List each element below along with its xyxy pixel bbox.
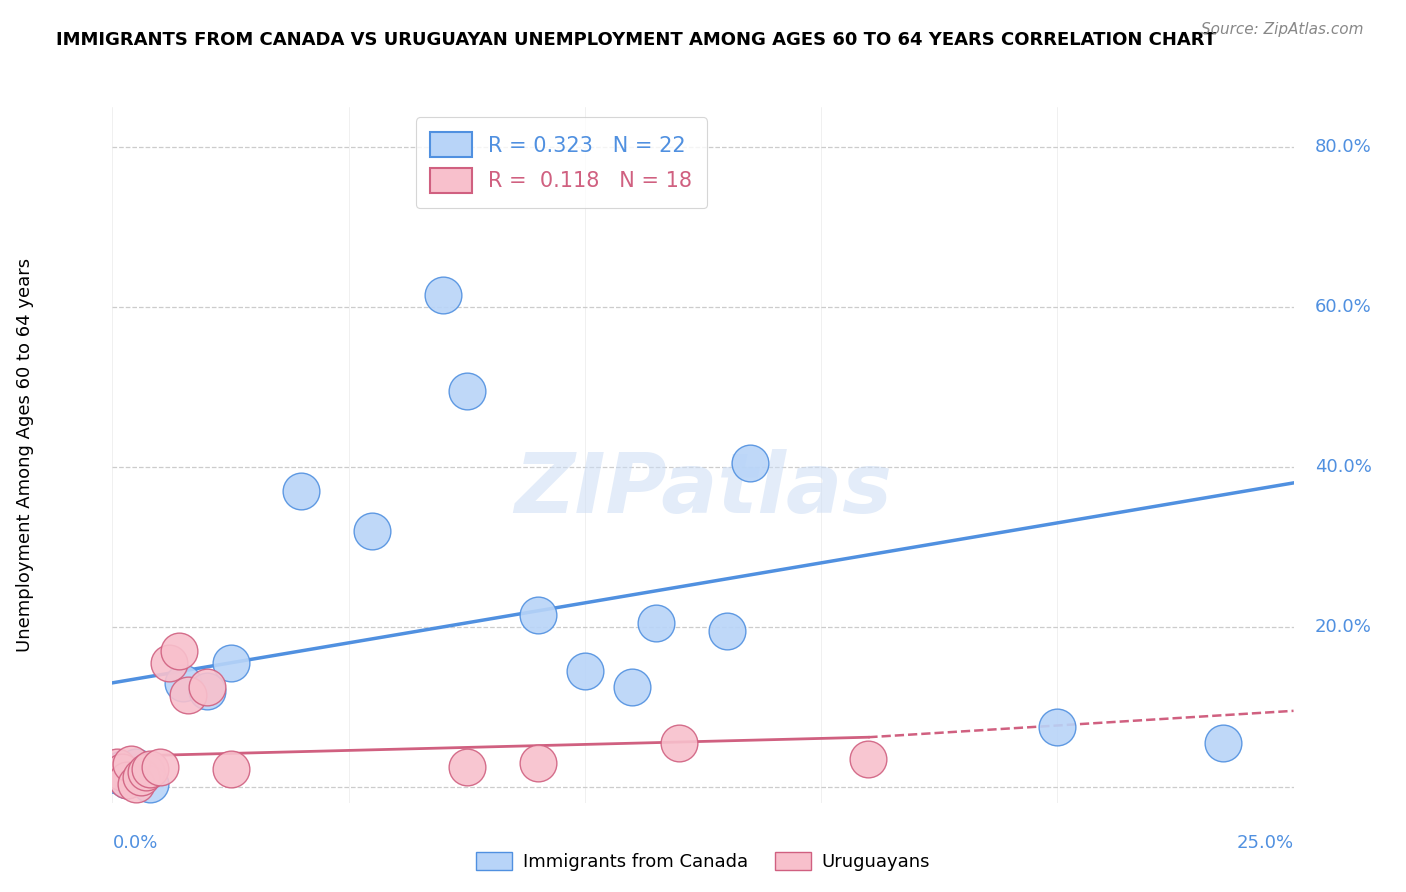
Point xyxy=(621,680,644,694)
Text: 80.0%: 80.0% xyxy=(1315,138,1371,156)
Point xyxy=(219,762,242,776)
Point xyxy=(135,765,157,780)
Point xyxy=(115,773,138,788)
Text: 25.0%: 25.0% xyxy=(1236,834,1294,852)
Point xyxy=(456,760,478,774)
Text: Unemployment Among Ages 60 to 64 years: Unemployment Among Ages 60 to 64 years xyxy=(17,258,34,652)
Point xyxy=(668,736,690,750)
Point xyxy=(740,456,762,470)
Point xyxy=(1212,736,1234,750)
Point xyxy=(195,683,218,698)
Point xyxy=(135,765,157,780)
Point xyxy=(219,656,242,670)
Point xyxy=(105,760,128,774)
Point xyxy=(105,768,128,782)
Point xyxy=(716,624,738,638)
Point xyxy=(644,615,666,630)
Point xyxy=(574,664,596,678)
Point xyxy=(120,757,142,772)
Point xyxy=(139,762,162,776)
Point xyxy=(167,644,190,658)
Point xyxy=(1046,720,1069,734)
Point xyxy=(157,656,180,670)
Point xyxy=(526,607,548,622)
Legend: R = 0.323   N = 22, R =  0.118   N = 18: R = 0.323 N = 22, R = 0.118 N = 18 xyxy=(416,118,707,208)
Point xyxy=(172,676,194,690)
Text: 0.0%: 0.0% xyxy=(112,834,157,852)
Text: 40.0%: 40.0% xyxy=(1315,458,1371,476)
Point xyxy=(361,524,384,538)
Text: IMMIGRANTS FROM CANADA VS URUGUAYAN UNEMPLOYMENT AMONG AGES 60 TO 64 YEARS CORRE: IMMIGRANTS FROM CANADA VS URUGUAYAN UNEM… xyxy=(56,31,1216,49)
Point xyxy=(120,770,142,784)
Point xyxy=(177,688,200,702)
Point xyxy=(456,384,478,398)
Point xyxy=(125,760,148,774)
Text: 20.0%: 20.0% xyxy=(1315,618,1371,636)
Point xyxy=(111,762,134,776)
Point xyxy=(125,776,148,790)
Text: ZIPatlas: ZIPatlas xyxy=(515,450,891,530)
Point xyxy=(432,288,454,302)
Point xyxy=(149,760,172,774)
Point xyxy=(111,765,134,780)
Point xyxy=(195,680,218,694)
Point xyxy=(526,756,548,770)
Point xyxy=(139,776,162,790)
Point xyxy=(129,770,152,784)
Point xyxy=(290,483,312,498)
Point xyxy=(858,752,880,766)
Point xyxy=(115,773,138,788)
Text: Source: ZipAtlas.com: Source: ZipAtlas.com xyxy=(1201,22,1364,37)
Text: 60.0%: 60.0% xyxy=(1315,298,1371,316)
Legend: Immigrants from Canada, Uruguayans: Immigrants from Canada, Uruguayans xyxy=(468,845,938,879)
